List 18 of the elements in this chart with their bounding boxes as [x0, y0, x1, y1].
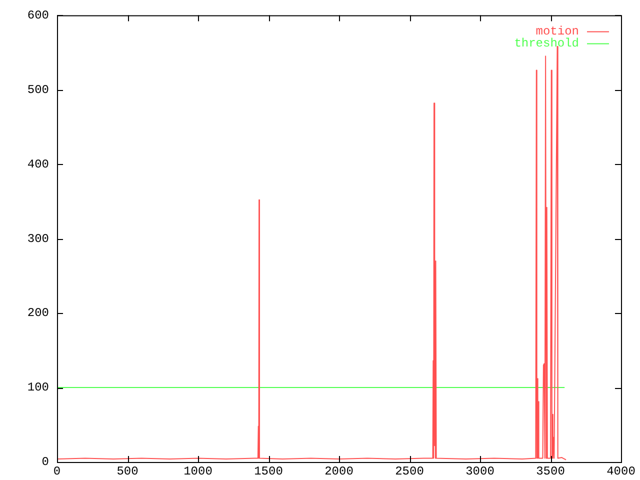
- x-tick-label: 0: [53, 464, 61, 478]
- x-tick-label: 1500: [254, 464, 283, 478]
- y-tick-label: 0: [42, 455, 49, 470]
- y-tick-label: 300: [27, 232, 49, 246]
- x-tick-label: 3000: [466, 464, 494, 478]
- legend-label: motion: [536, 24, 579, 38]
- x-tick-label: 2500: [395, 464, 424, 478]
- x-tick-label: 3500: [536, 464, 565, 478]
- y-tick-label: 600: [27, 8, 49, 22]
- x-tick-label: 500: [116, 464, 138, 478]
- y-tick-label: 200: [27, 306, 49, 320]
- x-tick-label: 1000: [184, 464, 212, 478]
- y-tick-label: 500: [27, 82, 49, 97]
- y-tick-label: 100: [27, 380, 49, 395]
- legend-label: threshold: [514, 36, 579, 50]
- x-tick-label: 2000: [324, 464, 354, 478]
- y-tick-label: 400: [27, 157, 49, 172]
- x-tick-label: 4000: [606, 464, 636, 478]
